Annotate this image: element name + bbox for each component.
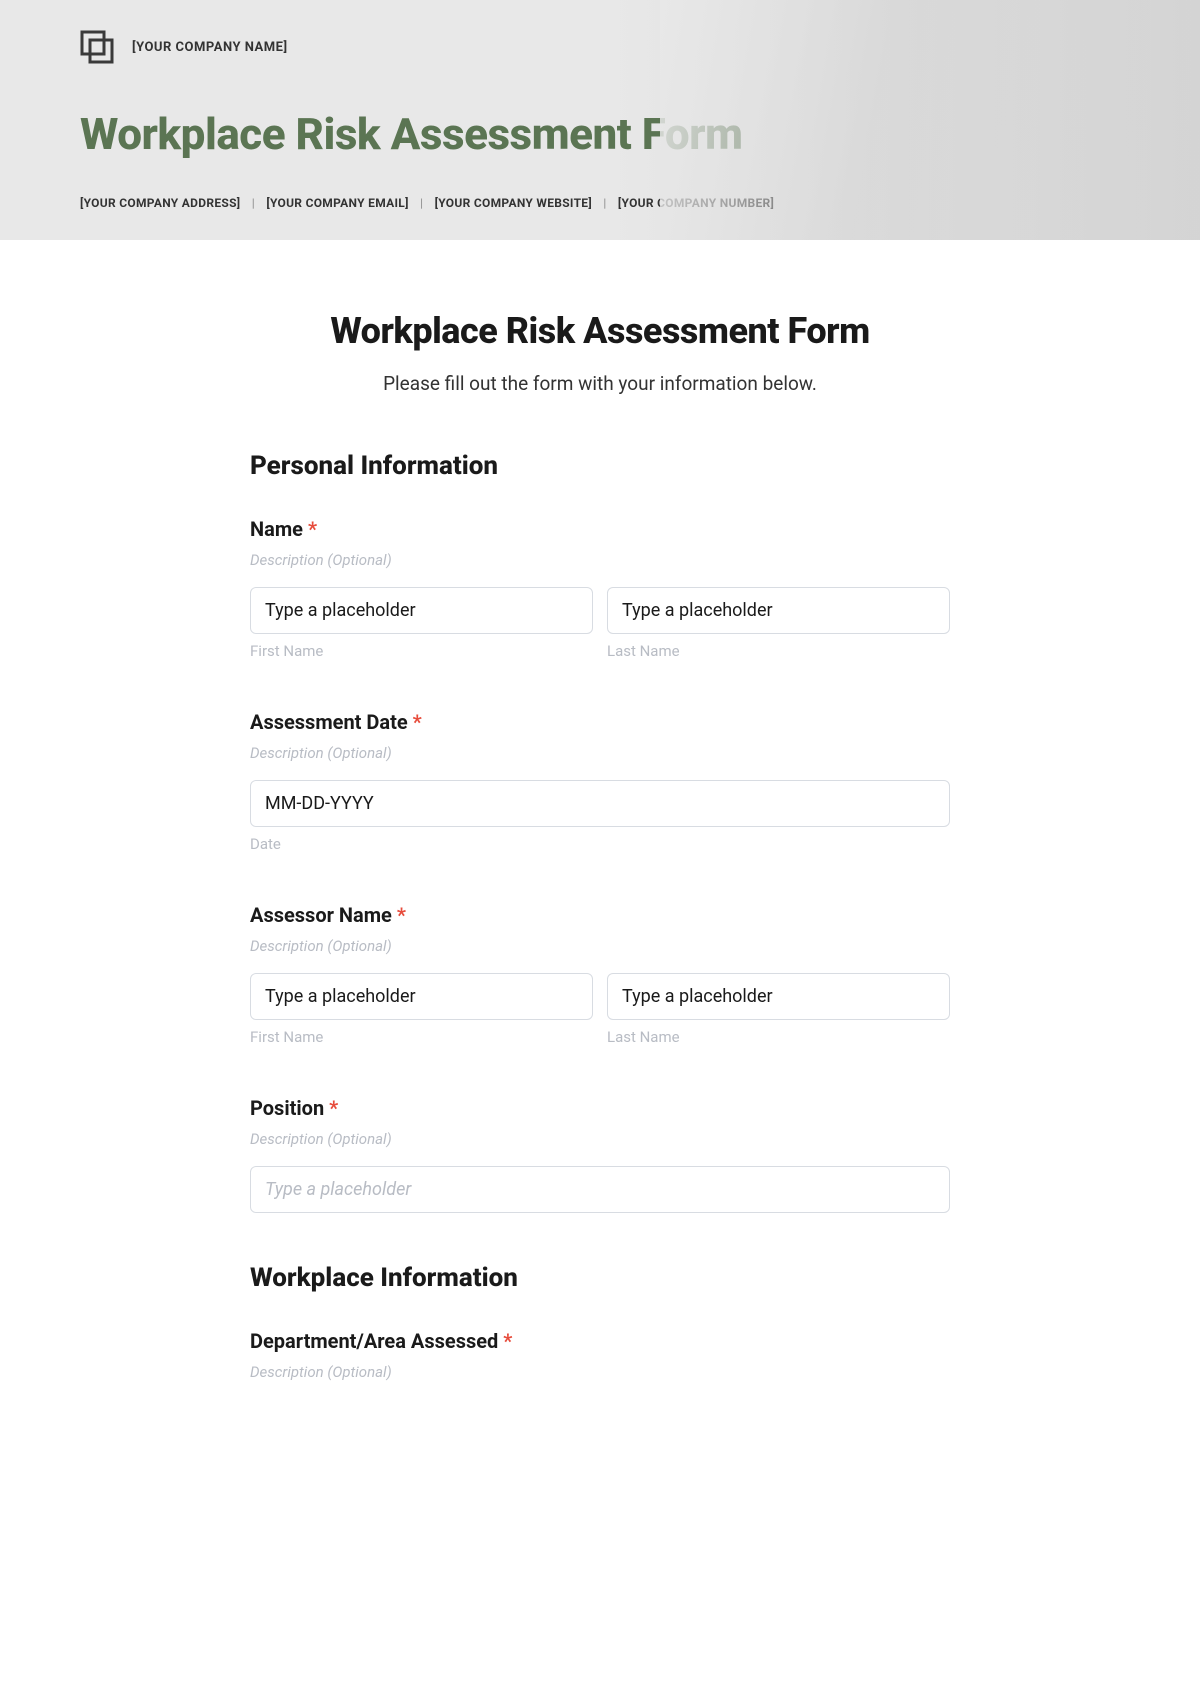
section-heading-workplace: Workplace Information <box>250 1263 950 1293</box>
label-text: Assessment Date <box>250 710 408 734</box>
last-name-input[interactable] <box>607 587 950 634</box>
field-description: Description (Optional) <box>250 551 950 569</box>
separator: | <box>603 196 606 210</box>
input-row: First Name Last Name <box>250 973 950 1046</box>
header-banner: [YOUR COMPANY NAME] Workplace Risk Asses… <box>0 0 1200 240</box>
form-container: Workplace Risk Assessment Form Please fi… <box>190 240 1010 1471</box>
sublabel-date: Date <box>250 835 950 853</box>
assessment-date-input[interactable] <box>250 780 950 827</box>
sublabel-last-name: Last Name <box>607 1028 950 1046</box>
label-text: Assessor Name <box>250 903 392 927</box>
assessor-first-name-input[interactable] <box>250 973 593 1020</box>
header-website: [YOUR COMPANY WEBSITE] <box>435 196 592 210</box>
sublabel-first-name: First Name <box>250 1028 593 1046</box>
assessor-last-name-input[interactable] <box>607 973 950 1020</box>
header-email: [YOUR COMPANY EMAIL] <box>266 196 408 210</box>
field-label-date: Assessment Date * <box>250 710 950 734</box>
field-description: Description (Optional) <box>250 744 950 762</box>
required-indicator: * <box>329 1096 338 1120</box>
header-meta: [YOUR COMPANY ADDRESS] | [YOUR COMPANY E… <box>80 196 1120 210</box>
company-name: [YOUR COMPANY NAME] <box>132 40 288 55</box>
logo-row: [YOUR COMPANY NAME] <box>80 30 1120 64</box>
field-description: Description (Optional) <box>250 937 950 955</box>
label-text: Name <box>250 517 303 541</box>
input-col-first: First Name <box>250 587 593 660</box>
input-col-last: Last Name <box>607 973 950 1046</box>
field-label-position: Position * <box>250 1096 950 1120</box>
form-subtitle: Please fill out the form with your infor… <box>250 372 950 395</box>
input-col-first: First Name <box>250 973 593 1046</box>
logo-icon <box>80 30 114 64</box>
field-name: Name * Description (Optional) First Name… <box>250 517 950 660</box>
field-assessment-date: Assessment Date * Description (Optional)… <box>250 710 950 853</box>
input-row: First Name Last Name <box>250 587 950 660</box>
header-number: [YOUR COMPANY NUMBER] <box>618 196 774 210</box>
header-title: Workplace Risk Assessment Form <box>80 108 1120 160</box>
input-col-last: Last Name <box>607 587 950 660</box>
sublabel-last-name: Last Name <box>607 642 950 660</box>
separator: | <box>252 196 255 210</box>
field-department: Department/Area Assessed * Description (… <box>250 1329 950 1381</box>
first-name-input[interactable] <box>250 587 593 634</box>
position-input[interactable] <box>250 1166 950 1213</box>
field-label-assessor: Assessor Name * <box>250 903 950 927</box>
required-indicator: * <box>503 1329 512 1353</box>
header-address: [YOUR COMPANY ADDRESS] <box>80 196 240 210</box>
label-text: Position <box>250 1096 324 1120</box>
required-indicator: * <box>397 903 406 927</box>
label-text: Department/Area Assessed <box>250 1329 498 1353</box>
field-description: Description (Optional) <box>250 1363 950 1381</box>
required-indicator: * <box>308 517 317 541</box>
field-position: Position * Description (Optional) <box>250 1096 950 1213</box>
separator: | <box>420 196 423 210</box>
sublabel-first-name: First Name <box>250 642 593 660</box>
required-indicator: * <box>413 710 422 734</box>
form-title: Workplace Risk Assessment Form <box>250 310 950 352</box>
section-heading-personal: Personal Information <box>250 451 950 481</box>
field-label-department: Department/Area Assessed * <box>250 1329 950 1353</box>
field-label-name: Name * <box>250 517 950 541</box>
field-assessor-name: Assessor Name * Description (Optional) F… <box>250 903 950 1046</box>
field-description: Description (Optional) <box>250 1130 950 1148</box>
